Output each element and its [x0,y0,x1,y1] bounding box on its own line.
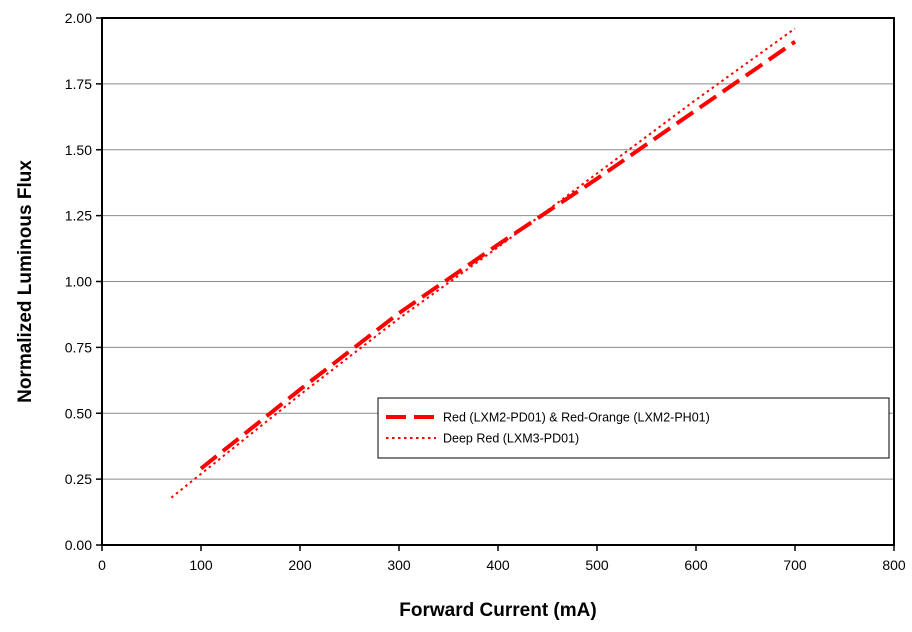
x-tick-label-8: 800 [882,557,906,573]
x-tick-label-2: 200 [288,557,312,573]
x-tick-label-6: 600 [684,557,708,573]
y-tick-label-7: 1.75 [65,76,92,92]
x-tick-label-0: 0 [98,557,106,573]
legend-label-1: Deep Red (LXM3-PD01) [443,432,579,446]
legend-box [377,397,890,459]
legend-label-0: Red (LXM2-PD01) & Red-Orange (LXM2-PH01) [443,411,710,425]
x-tick-label-5: 500 [585,557,609,573]
grid-layer [102,83,894,480]
y-tick-label-5: 1.25 [65,208,92,224]
legend: Red (LXM2-PD01) & Red-Orange (LXM2-PH01)… [377,397,890,459]
x-axis-title: Forward Current (mA) [399,600,596,621]
y-tick-label-4: 1.00 [65,274,92,290]
series-line-0 [199,40,797,471]
y-tick-label-0: 0.00 [65,537,92,553]
y-tick-label-1: 0.25 [65,471,92,487]
x-tick-label-7: 700 [783,557,807,573]
y-tick-label-2: 0.50 [65,405,92,421]
y-tick-label-6: 1.50 [65,142,92,158]
x-axis-ticks: 0 100 200 300 400 500 600 700 800 [98,545,906,573]
x-tick-label-3: 300 [387,557,411,573]
series-layer [170,27,797,499]
y-axis-title: Normalized Luminous Flux [15,160,36,403]
series-line-1 [170,27,796,499]
y-tick-label-8: 2.00 [65,10,92,26]
x-tick-label-4: 400 [486,557,510,573]
x-tick-label-1: 100 [189,557,213,573]
legend-items: Red (LXM2-PD01) & Red-Orange (LXM2-PH01)… [386,411,710,446]
y-axis-ticks: 0.00 0.25 0.50 0.75 1.00 1.25 1.50 1.75 2.00 [65,10,102,553]
y-tick-label-3: 0.75 [65,339,92,355]
